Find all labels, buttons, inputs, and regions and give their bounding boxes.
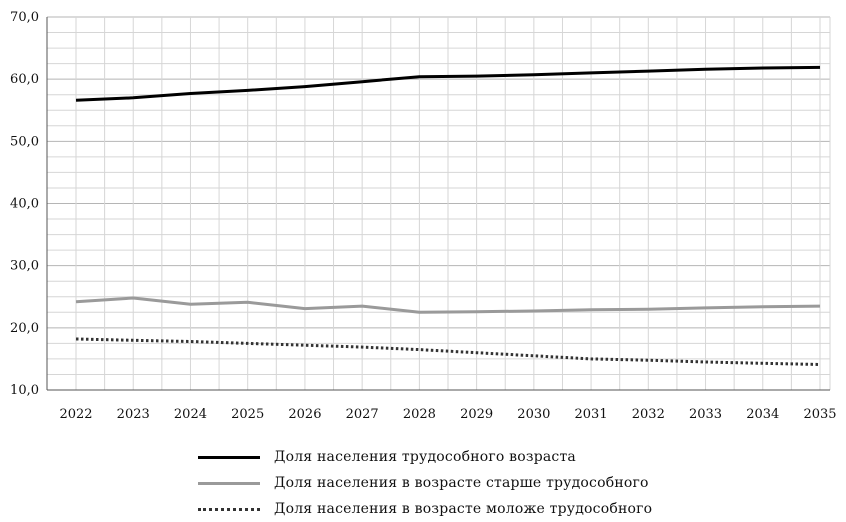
y-axis: 10,0 20,0 30,0 40,0 50,0 60,0 70,0 (10, 10, 48, 398)
x-tick-label: 2029 (460, 407, 493, 422)
grid-lines (47, 16, 831, 391)
y-tick-label: 30,0 (10, 259, 39, 274)
x-tick-label: 2026 (288, 407, 321, 422)
series-line-working-age (75, 65, 821, 102)
x-tick-label: 2030 (517, 407, 550, 422)
x-tick-label: 2035 (803, 407, 836, 422)
legend: Доля населения трудособного возраста Дол… (198, 444, 758, 522)
x-tick-label: 2024 (174, 407, 207, 422)
x-tick-label: 2025 (231, 407, 264, 422)
legend-item-younger-than-working-age: Доля населения в возрасте моложе трудосо… (198, 496, 758, 522)
x-tick-label: 2031 (575, 407, 608, 422)
legend-label: Доля населения в возрасте моложе трудосо… (274, 501, 653, 517)
legend-swatch-solid-black (198, 455, 260, 459)
legend-item-working-age: Доля населения трудособного возраста (198, 444, 758, 470)
x-tick-label: 2027 (346, 407, 379, 422)
legend-swatch-solid-gray (198, 481, 260, 485)
x-tick-label: 2022 (59, 407, 92, 422)
legend-swatch-dotted (198, 507, 260, 511)
line-chart: 10,020,030,040,050,060,070,0 2022 2023 202… (10, 10, 837, 422)
x-tick-label: 2028 (403, 407, 436, 422)
series-line-younger (75, 337, 821, 366)
y-tick-label: 70,0 (10, 10, 39, 25)
x-tick-label: 2023 (117, 407, 150, 422)
x-tick-label: 2033 (689, 407, 722, 422)
y-tick-label: 10,0 (10, 383, 39, 398)
series-line-older (75, 296, 821, 314)
y-tick-label: 40,0 (10, 197, 39, 212)
legend-item-older-than-working-age: Доля населения в возрасте старше трудосо… (198, 470, 758, 496)
x-axis: 2022 2023 2024 2025 2026 2027 2028 2029 2030 2031… (47, 389, 837, 422)
y-tick-label: 60,0 (10, 72, 39, 87)
y-tick-label: 50,0 (10, 134, 39, 149)
series-lines (75, 65, 821, 366)
y-tick-label: 20,0 (10, 321, 39, 336)
x-tick-label: 2034 (746, 407, 779, 422)
legend-label: Доля населения трудособного возраста (274, 449, 576, 465)
legend-label: Доля населения в возрасте старше трудосо… (274, 475, 649, 491)
x-tick-label: 2032 (632, 407, 665, 422)
